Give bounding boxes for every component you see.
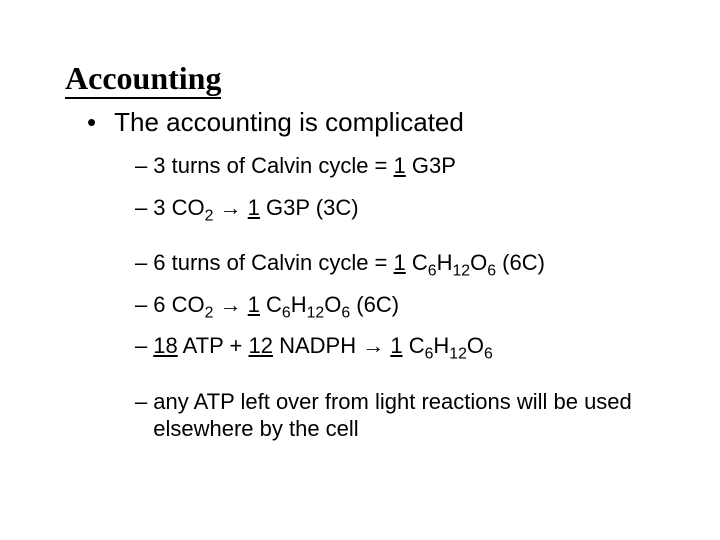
dash-icon: –: [135, 152, 147, 180]
dash-icon: –: [135, 332, 147, 360]
sub-item-3-text: 6 turns of Calvin cycle = 1 C6H12O6 (6C): [153, 249, 545, 277]
sub-item-4: – 6 CO2 → 1 C6H12O6 (6C): [135, 291, 670, 319]
bullet-main-text: The accounting is complicated: [114, 107, 464, 138]
dash-icon: –: [135, 194, 147, 222]
dash-icon: –: [135, 291, 147, 319]
bullet-main: • The accounting is complicated: [87, 107, 670, 138]
bullet-symbol: •: [87, 107, 96, 138]
sub-item-5: – 18 ATP + 12 NADPH → 1 C6H12O6: [135, 332, 670, 360]
sub-item-1-text: 3 turns of Calvin cycle = 1 G3P: [153, 152, 456, 180]
sub-item-3: – 6 turns of Calvin cycle = 1 C6H12O6 (6…: [135, 249, 670, 277]
sub-item-2: – 3 CO2 → 1 G3P (3C): [135, 194, 670, 222]
dash-icon: –: [135, 388, 147, 443]
sub-item-2-text: 3 CO2 → 1 G3P (3C): [153, 194, 358, 222]
dash-icon: –: [135, 249, 147, 277]
sub-item-6: – any ATP left over from light reactions…: [135, 388, 655, 443]
slide-title: Accounting: [65, 60, 221, 99]
sub-item-4-text: 6 CO2 → 1 C6H12O6 (6C): [153, 291, 399, 319]
sub-item-5-text: 18 ATP + 12 NADPH → 1 C6H12O6: [153, 332, 493, 360]
sub-item-1: – 3 turns of Calvin cycle = 1 G3P: [135, 152, 670, 180]
sub-item-6-text: any ATP left over from light reactions w…: [153, 388, 655, 443]
